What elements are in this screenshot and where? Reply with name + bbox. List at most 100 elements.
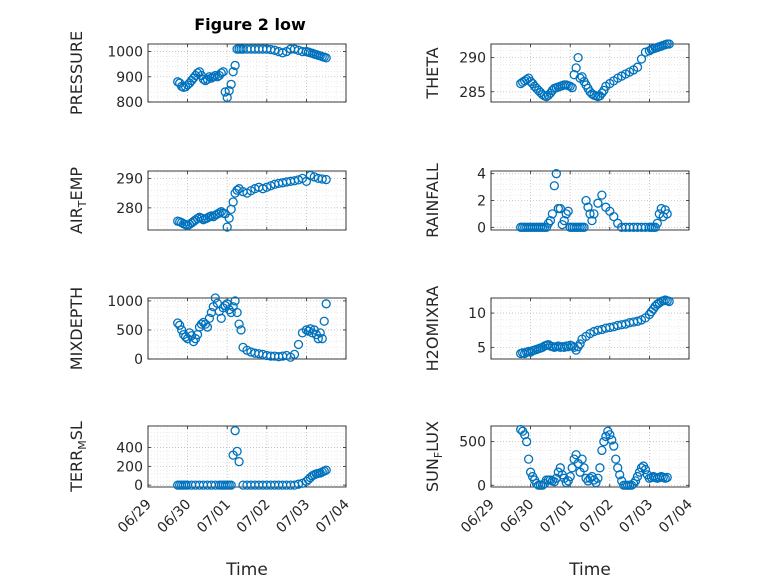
data-point <box>587 215 597 226</box>
data-point <box>313 334 323 344</box>
data-point <box>224 86 234 96</box>
grid <box>490 298 690 359</box>
data-point <box>315 328 325 338</box>
data-point <box>236 325 246 335</box>
data-point <box>579 222 589 232</box>
subplot-air_temp: 280 290 AIRTEMP <box>67 167 347 234</box>
data-point <box>230 296 240 306</box>
data-point <box>563 342 573 352</box>
y-tick-label: 2 <box>477 194 486 210</box>
y-tick-label: 800 <box>116 95 143 111</box>
data-point <box>214 208 224 218</box>
y-tick-label: 1000 <box>107 294 143 310</box>
data-point <box>277 48 288 58</box>
y-axis-label: RAINFALL <box>423 163 442 238</box>
data-point <box>597 445 607 456</box>
data-point <box>196 319 207 329</box>
data-point <box>575 339 585 349</box>
data-point <box>305 170 316 181</box>
data-point <box>632 316 643 326</box>
data-point <box>609 441 619 451</box>
grid <box>147 298 347 360</box>
data-point <box>609 211 619 222</box>
data-point <box>289 44 300 54</box>
data-point <box>321 465 331 475</box>
data-point <box>216 68 226 78</box>
data-point <box>597 88 607 98</box>
data-point <box>636 54 647 64</box>
y-tick-label: 0 <box>477 220 486 236</box>
data-point <box>222 92 232 103</box>
data-point <box>309 325 319 335</box>
data-point <box>591 477 601 488</box>
axes-box <box>147 170 347 231</box>
axes-box <box>490 297 690 360</box>
data-point <box>234 319 244 329</box>
subplot-h2omixra: 5 10 H2OMIXRA <box>423 286 690 371</box>
data-point <box>551 169 561 179</box>
series-pressure <box>173 44 331 103</box>
figure-title: Figure 2 low <box>194 15 306 34</box>
y-tick-label: 500 <box>459 435 486 451</box>
data-point <box>605 430 615 440</box>
data-point <box>293 479 304 489</box>
y-axis-label: AIRTEMP <box>67 167 89 234</box>
grid <box>490 426 690 487</box>
data-point <box>173 318 183 328</box>
y-axis-label: PRESSURE <box>67 31 86 115</box>
data-point <box>561 209 571 219</box>
data-point <box>232 446 242 456</box>
y-tick-label: 1000 <box>107 45 143 61</box>
data-point <box>565 81 575 91</box>
y-tick-label: 290 <box>116 171 143 187</box>
data-point <box>545 215 556 226</box>
data-point <box>525 467 536 477</box>
subplot-mixdepth: 0 500 1000 MIXDEPTH <box>67 287 347 370</box>
y-axis-label: TERRMSL <box>67 421 89 493</box>
data-point <box>640 464 651 475</box>
series-mixdepth <box>173 293 331 362</box>
series-terr_msl <box>173 426 331 490</box>
data-point <box>567 83 577 93</box>
series-h2omixra <box>516 295 674 359</box>
series-rainfall <box>516 169 672 232</box>
data-point <box>615 470 625 480</box>
y-axis-label: THETA <box>423 47 442 99</box>
y-tick-label: 285 <box>459 85 486 101</box>
x-axis-label: Time <box>568 560 611 580</box>
data-point <box>565 471 575 482</box>
data-point <box>585 209 595 219</box>
data-point <box>208 72 218 82</box>
data-point <box>583 202 593 212</box>
data-point <box>549 181 560 191</box>
data-point <box>630 476 641 486</box>
series-air_temp <box>173 170 331 232</box>
data-point <box>224 213 234 223</box>
data-point <box>202 74 213 84</box>
y-tick-label: 500 <box>116 323 143 339</box>
series-sun_flux <box>516 424 672 490</box>
data-point <box>321 174 331 185</box>
data-point <box>595 463 605 473</box>
data-point <box>262 182 272 192</box>
data-point <box>230 60 240 71</box>
data-point <box>319 316 329 326</box>
data-point <box>579 463 589 473</box>
data-point <box>567 463 577 473</box>
data-point <box>210 293 220 303</box>
data-point <box>177 325 187 335</box>
data-point <box>632 62 643 72</box>
subplot-rainfall: 0 2 4 RAINFALL <box>423 163 690 238</box>
data-point <box>222 299 232 309</box>
data-point <box>664 39 674 49</box>
data-point <box>228 197 238 207</box>
y-tick-label: 4 <box>477 167 486 183</box>
data-point <box>175 320 185 330</box>
data-point <box>571 450 581 460</box>
data-point <box>559 215 569 226</box>
axes-box <box>147 297 347 360</box>
data-point <box>226 79 236 89</box>
data-point <box>216 313 226 323</box>
data-point <box>611 454 621 464</box>
data-point <box>664 296 674 307</box>
